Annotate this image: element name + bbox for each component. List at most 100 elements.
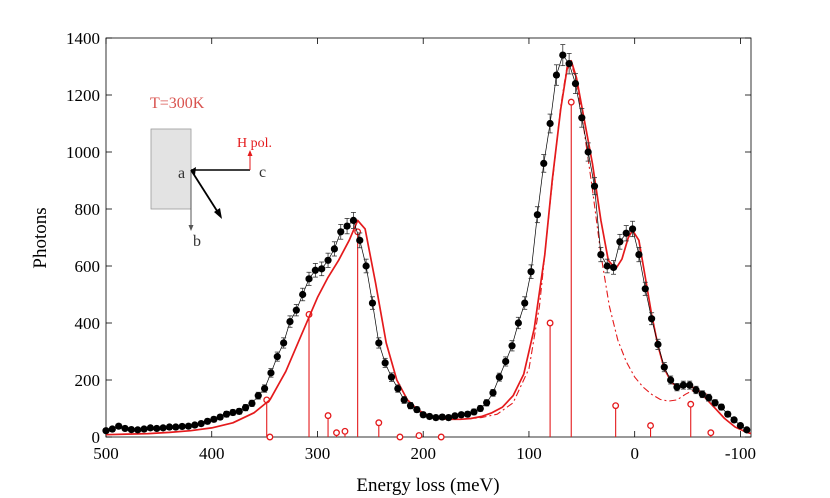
outgoing-arrowhead — [214, 208, 222, 219]
data-point — [286, 317, 294, 326]
data-point — [343, 222, 351, 230]
stem-marker — [396, 433, 404, 441]
data-point — [273, 353, 281, 361]
data-point — [698, 390, 706, 398]
data-point — [153, 424, 161, 433]
data-point — [502, 357, 510, 366]
data-point — [648, 315, 656, 323]
data-point — [184, 422, 193, 430]
data-point — [368, 299, 377, 307]
data-point — [724, 410, 732, 418]
data-point — [654, 340, 662, 348]
data-point — [635, 251, 643, 259]
data-point — [356, 236, 364, 244]
data-point — [191, 421, 199, 429]
fit-line — [105, 59, 752, 436]
stem-marker — [375, 419, 383, 427]
data-point — [362, 262, 370, 270]
b-axis-arrowhead — [188, 225, 194, 231]
data-point — [565, 60, 573, 68]
h-pol-arrowhead — [247, 150, 253, 156]
data-point — [387, 373, 396, 381]
data-point — [590, 182, 599, 190]
data-point — [597, 251, 605, 259]
data-point — [127, 425, 135, 434]
data-point — [292, 306, 300, 314]
data-point — [108, 425, 116, 433]
y-tick-label: 400 — [75, 314, 101, 333]
data-point — [571, 80, 580, 88]
data-point — [216, 413, 224, 421]
data-point — [489, 389, 497, 397]
data-point — [172, 423, 180, 431]
data-point — [102, 427, 110, 435]
stem-marker — [324, 412, 332, 420]
data-point — [229, 408, 237, 417]
data-point — [115, 422, 123, 430]
data-point — [736, 422, 745, 430]
temperature-label: T=300K — [150, 95, 205, 112]
data-point — [717, 403, 725, 411]
stem-marker — [341, 427, 349, 435]
data-point — [546, 119, 554, 128]
data-point — [521, 299, 529, 307]
y-tick-label: 800 — [75, 200, 101, 219]
data-point — [197, 420, 205, 428]
data-point — [559, 51, 567, 59]
data-point — [381, 359, 389, 367]
data-point — [121, 424, 129, 433]
x-tick-label: 300 — [305, 444, 331, 463]
stems — [263, 98, 715, 441]
data-point — [483, 399, 491, 407]
data-point — [457, 411, 465, 419]
data-point — [514, 319, 522, 327]
stem-marker — [266, 433, 274, 441]
x-tick-label: 0 — [630, 444, 639, 463]
data-point — [146, 424, 155, 432]
data-point — [210, 415, 218, 423]
data-point — [254, 392, 262, 400]
data-point — [622, 229, 630, 237]
data-point — [318, 265, 326, 273]
stem-marker — [415, 432, 423, 440]
fit-lines — [105, 59, 752, 436]
x-tick-label: 100 — [516, 444, 542, 463]
data-point — [241, 404, 250, 412]
data-point — [349, 216, 358, 224]
data-point — [552, 71, 561, 79]
sample-rectangle — [150, 128, 192, 210]
data-point — [476, 404, 484, 413]
data-point — [324, 256, 332, 264]
stem-marker — [612, 402, 620, 410]
data-point — [508, 342, 516, 350]
data-point — [692, 386, 700, 394]
data-point — [394, 384, 402, 393]
axis-c-label: c — [259, 164, 266, 181]
stem-marker — [567, 98, 575, 106]
data-point — [743, 426, 751, 434]
data-point — [337, 228, 345, 236]
y-tick-label: 1400 — [66, 29, 100, 48]
y-axis: 0 200 400 600 800 1000 1200 1400 — [66, 29, 751, 447]
data-points — [102, 44, 751, 435]
axis-b-label: b — [193, 233, 201, 250]
y-tick-label: 1000 — [66, 143, 100, 162]
polarization-label: H pol. — [237, 136, 272, 151]
y-tick-label: 1200 — [66, 86, 100, 105]
stem-marker — [333, 429, 340, 437]
data-point — [134, 426, 142, 434]
x-tick-label: 200 — [410, 444, 436, 463]
incoming-arrow — [191, 167, 196, 175]
data-point — [540, 159, 548, 167]
data-point — [451, 412, 459, 420]
data-point — [299, 290, 307, 299]
data-point — [330, 245, 338, 253]
data-point — [165, 423, 174, 431]
data-point — [432, 414, 440, 422]
data-point — [705, 394, 713, 402]
stem-marker — [647, 422, 654, 430]
data-point — [311, 266, 319, 274]
data-point — [711, 399, 719, 407]
data-point — [533, 211, 542, 219]
